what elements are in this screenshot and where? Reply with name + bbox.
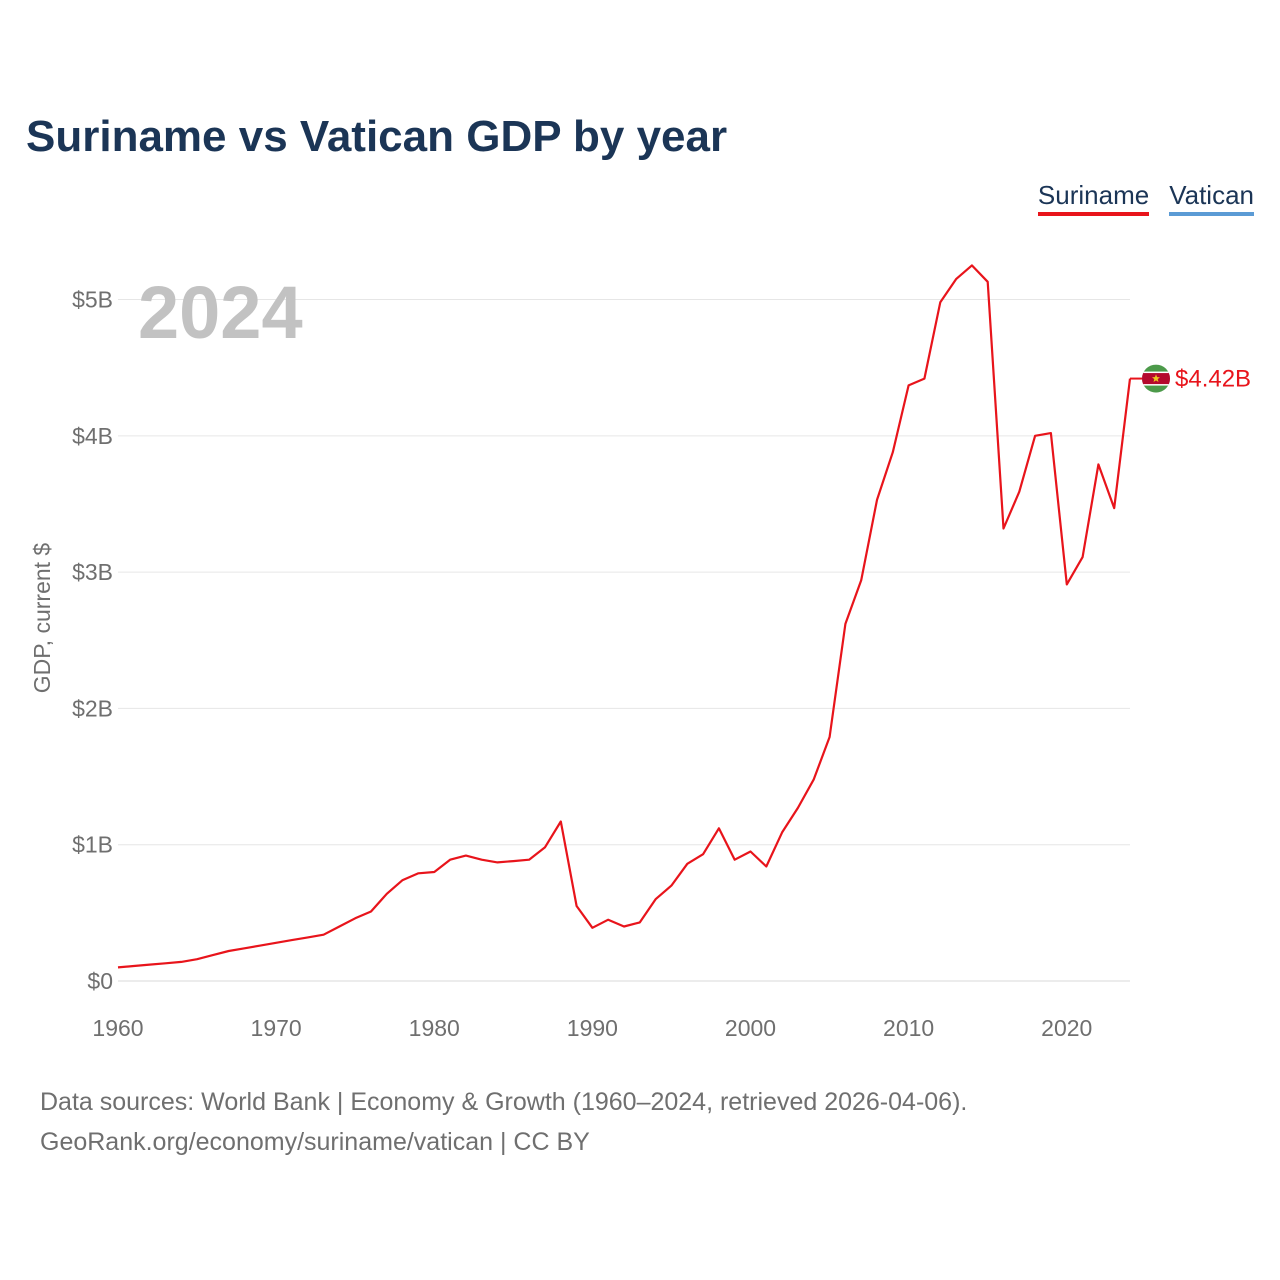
year-watermark: 2024 — [138, 271, 303, 354]
y-tick-label: $5B — [72, 287, 113, 313]
end-marker: $4.42B — [1130, 364, 1251, 393]
footer: Data sources: World Bank | Economy & Gro… — [40, 1082, 967, 1162]
legend-item-suriname[interactable]: Suriname — [1037, 180, 1150, 216]
footer-credit: GeoRank.org/economy/suriname/vatican | C… — [40, 1128, 590, 1156]
legend: Suriname Vatican — [1037, 180, 1254, 216]
footer-sources: Data sources: World Bank | Economy & Gro… — [40, 1088, 968, 1116]
x-axis-ticks: 1960 1970 1980 1990 2000 2010 2020 — [92, 1015, 1092, 1041]
series-line-suriname — [117, 264, 1132, 969]
y-tick-label: $2B — [72, 695, 113, 721]
y-tick-label: $1B — [72, 832, 113, 858]
x-tick-label: 2000 — [725, 1015, 776, 1041]
x-tick-label: 1980 — [409, 1015, 460, 1041]
x-tick-label: 1970 — [251, 1015, 302, 1041]
y-tick-label: $4B — [72, 423, 113, 449]
y-axis-ticks: $0 $1B $2B $3B $4B $5B — [72, 287, 113, 994]
y-axis-label: GDP, current $ — [29, 543, 55, 694]
x-tick-label: 2010 — [883, 1015, 934, 1041]
x-tick-label: 1960 — [92, 1015, 143, 1041]
end-value-label: $4.42B — [1175, 366, 1251, 393]
chart-title: Suriname vs Vatican GDP by year — [26, 112, 728, 161]
y-tick-label: $3B — [72, 559, 113, 585]
y-tick-label: $0 — [87, 968, 113, 994]
suriname-flag-icon — [1142, 364, 1170, 393]
series-lines — [117, 264, 1132, 969]
legend-item-vatican[interactable]: Vatican — [1169, 180, 1254, 216]
x-tick-label: 2020 — [1041, 1015, 1092, 1041]
grid-lines — [118, 299, 1130, 982]
x-tick-label: 1990 — [567, 1015, 618, 1041]
